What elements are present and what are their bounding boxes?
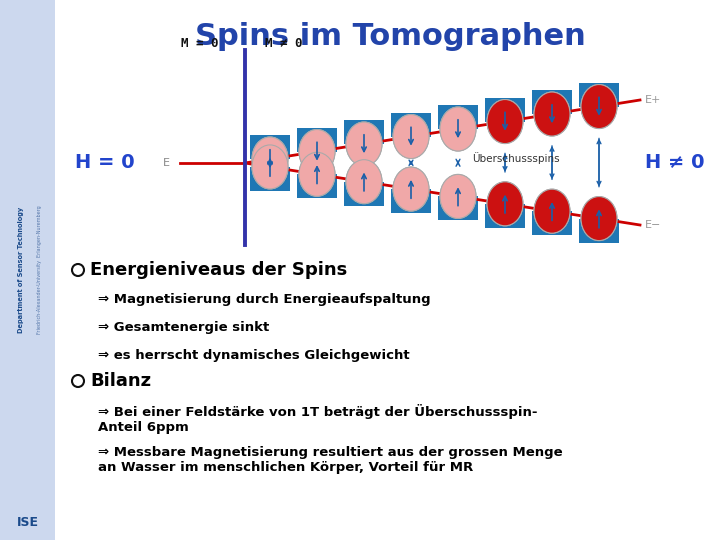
Ellipse shape [534,189,570,233]
Bar [532,90,572,114]
Ellipse shape [299,152,335,197]
Bar [391,112,431,137]
Text: Energieniveaus der Spins: Energieniveaus der Spins [90,261,347,279]
Text: ISE: ISE [17,516,38,529]
Ellipse shape [252,137,288,181]
Ellipse shape [534,189,570,233]
Bar [297,174,337,198]
Ellipse shape [581,85,617,129]
Ellipse shape [346,122,382,166]
Ellipse shape [581,197,617,240]
Text: ⇒ Messbare Magnetisierung resultiert aus der grossen Menge
an Wasser im menschli: ⇒ Messbare Magnetisierung resultiert aus… [98,446,562,474]
Ellipse shape [534,92,570,136]
Bar [0,0,55,540]
Bar [391,189,431,213]
Text: ⇒ es herrscht dynamisches Gleichgewicht: ⇒ es herrscht dynamisches Gleichgewicht [98,349,410,362]
Bar [250,167,290,191]
Bar [485,204,525,228]
Bar [579,219,619,242]
Ellipse shape [393,167,429,211]
Bar [438,197,478,220]
Ellipse shape [299,152,335,197]
Ellipse shape [440,107,476,151]
Ellipse shape [440,174,476,219]
Text: ⇒ Magnetisierung durch Energieaufspaltung: ⇒ Magnetisierung durch Energieaufspaltun… [98,293,431,306]
Text: ⇒ Gesamtenergie sinkt: ⇒ Gesamtenergie sinkt [98,321,269,334]
Bar [344,181,384,206]
Bar [532,211,572,235]
Text: Spins im Tomographen: Spins im Tomographen [194,22,585,51]
Ellipse shape [299,130,335,173]
Text: E+: E+ [645,95,662,105]
Ellipse shape [346,122,382,166]
Ellipse shape [487,99,523,144]
Ellipse shape [252,145,288,189]
Ellipse shape [487,182,523,226]
Text: Bilanz: Bilanz [90,372,151,390]
Bar [579,83,619,106]
Bar [297,127,337,152]
Text: Überschussspins: Überschussspins [472,152,560,164]
Ellipse shape [252,137,288,181]
Ellipse shape [440,174,476,219]
Ellipse shape [393,114,429,159]
Ellipse shape [252,145,288,189]
Text: M = 0: M = 0 [181,37,219,50]
Text: ⇒ Bei einer Feldstärke von 1T beträgt der Überschussspin-
Anteil 6ppm: ⇒ Bei einer Feldstärke von 1T beträgt de… [98,404,538,434]
Bar [344,120,384,144]
Text: H ≠ 0: H ≠ 0 [645,153,704,172]
Ellipse shape [581,85,617,129]
Text: E: E [163,158,170,168]
Ellipse shape [581,197,617,240]
Ellipse shape [487,99,523,144]
Ellipse shape [393,167,429,211]
Text: Department of Sensor Technology: Department of Sensor Technology [18,207,24,333]
Ellipse shape [440,107,476,151]
Text: M ≠ 0: M ≠ 0 [265,37,302,50]
Ellipse shape [346,160,382,204]
Ellipse shape [534,92,570,136]
Ellipse shape [393,114,429,159]
Bar [250,135,290,159]
Bar [485,98,525,122]
Ellipse shape [299,130,335,173]
Ellipse shape [346,160,382,204]
Text: Friedrich-Alexander-University  Erlangen-Nuremberg: Friedrich-Alexander-University Erlangen-… [37,206,42,334]
Text: H = 0: H = 0 [75,153,135,172]
Ellipse shape [487,182,523,226]
Bar [438,105,478,129]
Text: E−: E− [645,220,662,230]
